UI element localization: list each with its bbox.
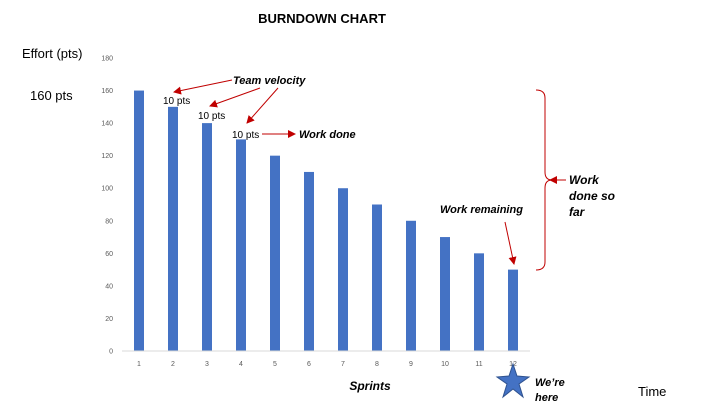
bar: [372, 204, 382, 351]
time-label: Time: [638, 384, 666, 399]
bar: [134, 90, 144, 352]
x-axis-ticks: 123456789101112: [137, 361, 517, 368]
start-effort-label: 160 pts: [30, 88, 73, 103]
bar: [406, 220, 416, 351]
y-tick-label: 180: [101, 56, 113, 63]
y-tick-label: 40: [105, 283, 113, 290]
work-done-so-far-line-2: done so: [569, 189, 615, 203]
y-axis-ticks: 0 20 40 60 80 100 120 140 160 180: [101, 56, 113, 356]
step-label-1: 10 pts: [163, 96, 190, 107]
y-tick-label: 100: [101, 186, 113, 193]
bar: [474, 253, 484, 351]
y-tick-label: 160: [101, 88, 113, 95]
work-done-so-far-bracket: [535, 89, 553, 271]
team-velocity-arrow-3: [246, 87, 279, 124]
x-tick-label: 8: [375, 361, 379, 368]
x-tick-label: 4: [239, 361, 243, 368]
work-remaining-arrow: [504, 221, 517, 265]
bar: [304, 171, 314, 351]
y-tick-label: 0: [109, 349, 113, 356]
step-label-2: 10 pts: [198, 111, 225, 122]
x-tick-label: 10: [441, 361, 449, 368]
work-done-label: Work done: [299, 129, 356, 141]
team-velocity-arrow-1: [173, 79, 233, 95]
bar: [236, 139, 246, 351]
we-are-here-line-1: We’re: [535, 377, 565, 389]
we-are-here-line-2: here: [535, 392, 558, 404]
bar: [270, 155, 280, 351]
bars: [134, 90, 518, 352]
y-tick-label: 80: [105, 218, 113, 225]
bar: [202, 123, 212, 351]
y-tick-label: 140: [101, 121, 113, 128]
star-icon: [495, 362, 531, 399]
x-tick-label: 1: [137, 361, 141, 368]
x-tick-label: 2: [171, 361, 175, 368]
chart-title: BURNDOWN CHART: [258, 11, 386, 26]
team-velocity-label: Team velocity: [233, 75, 306, 87]
x-tick-label: 7: [341, 361, 345, 368]
work-done-so-far-line-1: Work: [569, 173, 600, 187]
y-tick-label: 120: [101, 153, 113, 160]
x-tick-label: 9: [409, 361, 413, 368]
bar: [168, 106, 178, 351]
bar: [508, 269, 518, 351]
work-done-so-far-line-3: far: [569, 205, 586, 219]
x-axis-label: Sprints: [349, 379, 391, 393]
x-tick-label: 3: [205, 361, 209, 368]
team-velocity-arrow-2: [209, 87, 261, 108]
bar: [338, 188, 348, 351]
y-tick-label: 60: [105, 251, 113, 258]
x-tick-label: 5: [273, 361, 277, 368]
step-label-3: 10 pts: [232, 130, 259, 141]
x-tick-label: 11: [475, 361, 482, 368]
y-tick-label: 20: [105, 316, 113, 323]
work-remaining-label: Work remaining: [440, 204, 523, 216]
bar: [440, 237, 450, 351]
y-axis-label: Effort (pts): [22, 46, 82, 61]
x-tick-label: 6: [307, 361, 311, 368]
